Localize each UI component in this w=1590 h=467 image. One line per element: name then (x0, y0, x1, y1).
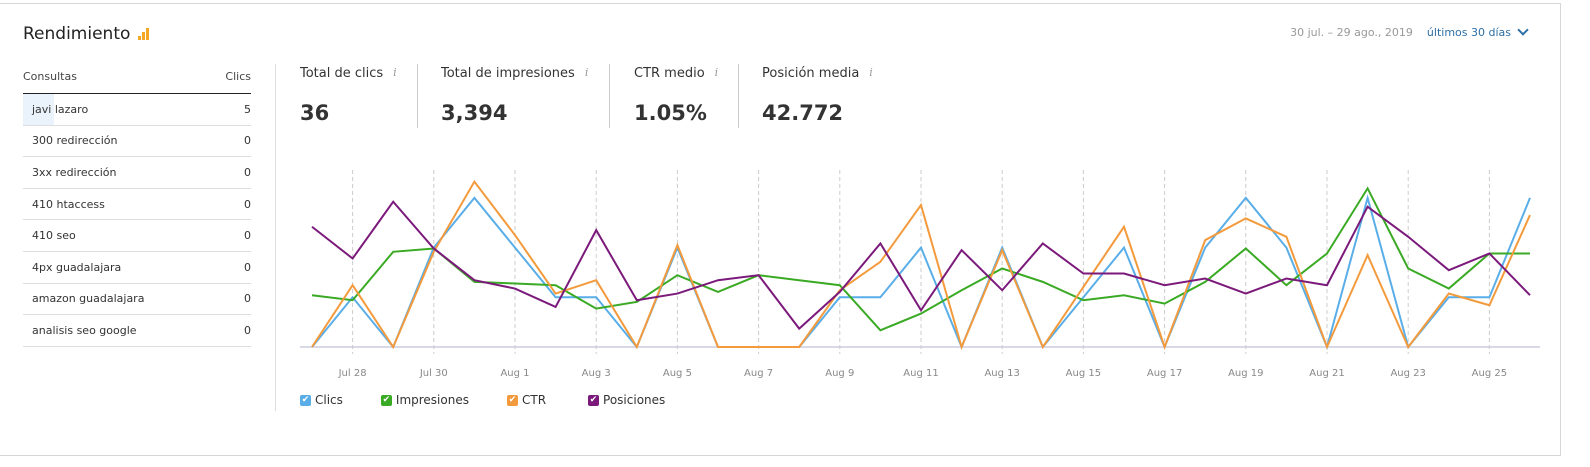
info-icon[interactable]: i (869, 66, 873, 79)
x-tick-label: Jul 30 (419, 368, 448, 379)
query-text: 300 redirección (32, 134, 118, 148)
metric-label: Total de impresiones (441, 66, 575, 81)
metric-total-clicks: Total de clics i 36 (300, 66, 397, 125)
x-tick-label: Aug 17 (1147, 368, 1182, 379)
x-tick-label: Aug 23 (1390, 368, 1425, 379)
legend-item-posiciones[interactable]: ✔ Posiciones (588, 393, 665, 407)
query-clicks: 0 (244, 165, 251, 179)
metric-value: 3,394 (441, 101, 508, 125)
checkbox-checked-icon[interactable]: ✔ (506, 394, 518, 406)
metric-value: 1.05% (634, 101, 707, 125)
divider (738, 64, 739, 128)
query-clicks: 0 (244, 323, 251, 337)
column-header-clicks[interactable]: Clics (225, 70, 251, 83)
metric-value: 36 (300, 101, 330, 125)
performance-card (0, 3, 1561, 456)
legend-label: Impresiones (395, 393, 469, 407)
x-tick-label: Aug 21 (1309, 368, 1344, 379)
date-range-text: 30 jul. – 29 ago., 2019 (1290, 26, 1413, 39)
query-clicks: 0 (244, 197, 251, 211)
x-tick-label: Jul 28 (338, 368, 367, 379)
legend-item-impresiones[interactable]: ✔ Impresiones (380, 393, 469, 407)
checkbox-checked-icon[interactable]: ✔ (588, 394, 600, 406)
query-clicks: 0 (244, 229, 251, 243)
legend-item-ctr[interactable]: ✔ CTR (506, 393, 547, 407)
info-icon[interactable]: i (714, 66, 719, 79)
query-text: 410 htaccess (32, 197, 105, 211)
metric-average-ctr: CTR medio i 1.05% (634, 66, 718, 125)
metric-label: Posición media (762, 66, 860, 81)
table-row[interactable]: 300 redirección 0 (23, 126, 251, 158)
chart-legend: ✔ Clics ✔ Impresiones ✔ CTR ✔ Posiciones (300, 393, 665, 407)
x-tick-label: Aug 19 (1228, 368, 1263, 379)
legend-label: Posiciones (603, 393, 666, 407)
date-range: 30 jul. – 29 ago., 2019 últimos 30 días (1290, 24, 1529, 39)
info-icon[interactable]: i (584, 66, 589, 79)
divider (275, 64, 276, 411)
info-icon[interactable]: i (393, 66, 397, 79)
x-tick-label: Aug 15 (1066, 368, 1101, 379)
table-row[interactable]: 410 htaccess 0 (23, 189, 251, 221)
table-row[interactable]: javi lazaro 5 (23, 94, 251, 126)
legend-item-clics[interactable]: ✔ Clics (300, 393, 343, 407)
checkbox-checked-icon[interactable]: ✔ (300, 394, 311, 406)
query-clicks: 0 (244, 260, 251, 274)
period-dropdown[interactable]: últimos 30 días (1426, 24, 1529, 39)
x-tick-label: Aug 7 (744, 368, 773, 379)
table-row[interactable]: amazon guadalajara 0 (23, 284, 251, 316)
x-tick-label: Aug 5 (663, 368, 692, 379)
query-text: analisis seo google (32, 323, 137, 337)
table-row[interactable]: analisis seo google 0 (23, 315, 251, 347)
query-clicks: 0 (244, 134, 251, 148)
metric-label: CTR medio (634, 66, 705, 81)
query-text: 4px guadalajara (32, 260, 122, 274)
metric-average-position: Posición media i 42.772 (762, 66, 873, 125)
metric-label: Total de clics (300, 66, 384, 81)
title-text: Rendimiento (23, 24, 131, 44)
divider (417, 64, 418, 128)
query-text: amazon guadalajara (32, 292, 145, 306)
bar-chart-icon (138, 28, 150, 40)
period-label: últimos 30 días (1426, 26, 1511, 39)
table-row[interactable]: 3xx redirección 0 (23, 157, 251, 189)
divider (609, 64, 610, 128)
checkbox-checked-icon[interactable]: ✔ (380, 394, 392, 406)
query-clicks: 0 (244, 292, 251, 306)
legend-label: Clics (315, 393, 343, 407)
x-tick-label: Aug 3 (582, 368, 611, 379)
x-tick-label: Aug 11 (903, 368, 938, 379)
query-text: 410 seo (32, 229, 76, 243)
x-tick-label: Aug 1 (500, 368, 529, 379)
x-tick-label: Aug 25 (1472, 368, 1507, 379)
series-line-ctr (311, 179, 1531, 351)
column-header-query[interactable]: Consultas (23, 70, 77, 83)
query-text: 3xx redirección (32, 165, 117, 179)
metric-total-impressions: Total de impresiones i 3,394 (441, 66, 588, 125)
x-tick-label: Aug 9 (825, 368, 854, 379)
query-clicks: 5 (244, 102, 251, 116)
table-row[interactable]: 4px guadalajara 0 (23, 252, 251, 284)
clicks-share-bar (23, 94, 54, 125)
legend-label: CTR (521, 393, 547, 407)
table-row[interactable]: 410 seo 0 (23, 220, 251, 252)
series-line-impresiones (311, 186, 1530, 332)
metric-value: 42.772 (762, 101, 844, 125)
query-text: javi lazaro (32, 102, 89, 116)
series-line-posiciones (311, 200, 1531, 331)
queries-table: Consultas Clics javi lazaro 5 300 redirecc… (23, 70, 251, 347)
card-title: Rendimiento (23, 24, 150, 44)
x-tick-label: Aug 13 (984, 368, 1019, 379)
table-header: Consultas Clics (23, 70, 251, 94)
